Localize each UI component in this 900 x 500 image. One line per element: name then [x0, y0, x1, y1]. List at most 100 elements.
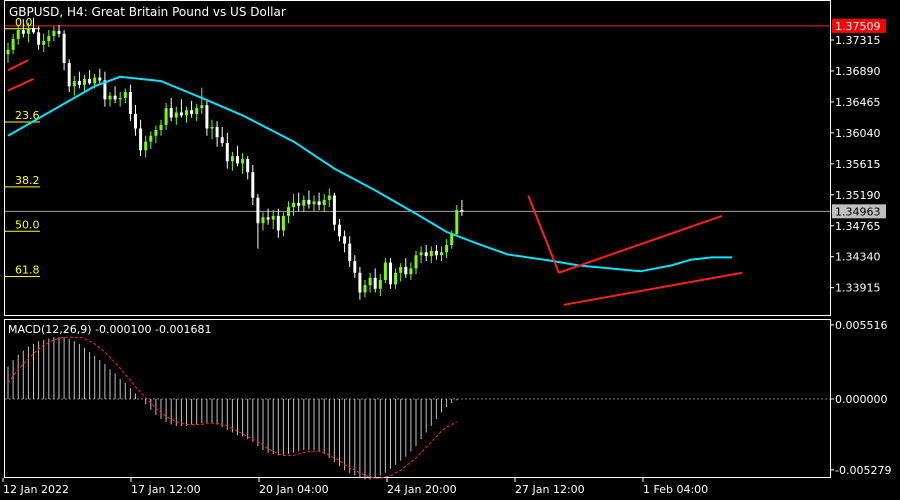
candle[interactable] [179, 99, 183, 118]
candle[interactable] [6, 42, 10, 63]
candle[interactable] [21, 19, 25, 38]
trendline[interactable] [527, 195, 560, 274]
candle[interactable] [307, 190, 311, 209]
candle[interactable] [190, 100, 194, 118]
candle[interactable] [16, 25, 20, 45]
candle[interactable] [322, 194, 326, 213]
candle[interactable] [32, 17, 35, 34]
candle[interactable] [358, 266, 362, 300]
candle[interactable] [317, 192, 321, 211]
candle[interactable] [83, 74, 86, 91]
candle[interactable] [88, 70, 92, 85]
candle[interactable] [123, 88, 127, 103]
candle[interactable] [77, 71, 81, 89]
candle[interactable] [210, 119, 214, 140]
candle[interactable] [134, 105, 137, 136]
candle[interactable] [118, 92, 122, 107]
candle[interactable] [399, 263, 403, 282]
candle[interactable] [11, 33, 15, 55]
candle[interactable] [368, 272, 372, 293]
candle[interactable] [164, 102, 168, 130]
candle[interactable] [47, 30, 51, 47]
candle[interactable] [230, 151, 234, 171]
candle[interactable] [256, 194, 260, 249]
candle[interactable] [297, 192, 301, 212]
candle[interactable] [414, 250, 418, 275]
candle[interactable] [445, 239, 449, 259]
candle[interactable] [174, 106, 178, 125]
trendline[interactable] [7, 59, 29, 72]
candle[interactable] [378, 274, 382, 297]
candle[interactable] [373, 268, 377, 293]
candle[interactable] [332, 192, 336, 231]
candle[interactable] [460, 199, 464, 216]
candle[interactable] [215, 121, 219, 147]
candle[interactable] [220, 127, 224, 147]
candle[interactable] [409, 262, 413, 281]
candle[interactable] [363, 280, 367, 298]
candle[interactable] [52, 26, 56, 42]
macd-signal-line[interactable] [7, 336, 458, 479]
candle[interactable] [429, 246, 433, 264]
candle[interactable] [292, 194, 296, 216]
candle[interactable] [154, 125, 158, 144]
candle[interactable] [128, 84, 132, 122]
candle[interactable] [383, 258, 387, 283]
candle[interactable] [287, 201, 290, 224]
candle[interactable] [327, 188, 331, 208]
candle[interactable] [455, 204, 459, 237]
candle[interactable] [271, 210, 275, 230]
candle[interactable] [67, 59, 71, 93]
candle[interactable] [57, 25, 61, 38]
candle[interactable] [195, 103, 199, 122]
candle[interactable] [139, 119, 143, 157]
candle[interactable] [241, 153, 245, 174]
trendline[interactable] [7, 78, 34, 92]
macd-plot[interactable] [5, 336, 830, 480]
candle[interactable] [246, 156, 250, 180]
candle[interactable] [353, 255, 357, 278]
candle[interactable] [338, 218, 341, 242]
candle[interactable] [144, 135, 148, 158]
candle[interactable] [108, 92, 112, 107]
candle[interactable] [200, 87, 204, 114]
candle[interactable] [434, 245, 438, 260]
candle[interactable] [312, 195, 316, 212]
candle[interactable] [251, 164, 255, 205]
candle[interactable] [236, 145, 239, 167]
candle[interactable] [440, 246, 443, 262]
trendline[interactable] [563, 271, 743, 306]
candle[interactable] [394, 268, 398, 289]
candle[interactable] [98, 68, 102, 84]
candle[interactable] [159, 119, 163, 136]
candle[interactable] [389, 258, 392, 289]
candle[interactable] [348, 236, 352, 267]
candle[interactable] [42, 33, 46, 52]
price-plot[interactable]: 0.023.638.250.061.8 [5, 16, 830, 306]
candle[interactable] [419, 246, 423, 264]
candle[interactable] [343, 230, 347, 253]
candle[interactable] [266, 208, 270, 225]
candle[interactable] [169, 97, 173, 122]
candle[interactable] [113, 86, 117, 103]
candle[interactable] [37, 26, 41, 50]
candle[interactable] [149, 131, 153, 149]
trendline[interactable] [558, 214, 723, 274]
moving-average-line[interactable] [7, 75, 733, 273]
candle[interactable] [72, 76, 76, 96]
candle[interactable] [261, 212, 265, 231]
candle[interactable] [302, 195, 306, 213]
candle[interactable] [26, 22, 30, 43]
price-panel-frame[interactable] [4, 0, 831, 316]
candle[interactable] [424, 245, 428, 262]
candle[interactable] [404, 258, 408, 278]
candle[interactable] [62, 30, 66, 71]
candle[interactable] [276, 208, 280, 238]
candle[interactable] [103, 71, 107, 107]
candle-body [159, 124, 163, 130]
candle[interactable] [281, 212, 285, 237]
candle[interactable] [205, 99, 209, 136]
candle[interactable] [225, 132, 229, 169]
candle[interactable] [185, 106, 188, 123]
